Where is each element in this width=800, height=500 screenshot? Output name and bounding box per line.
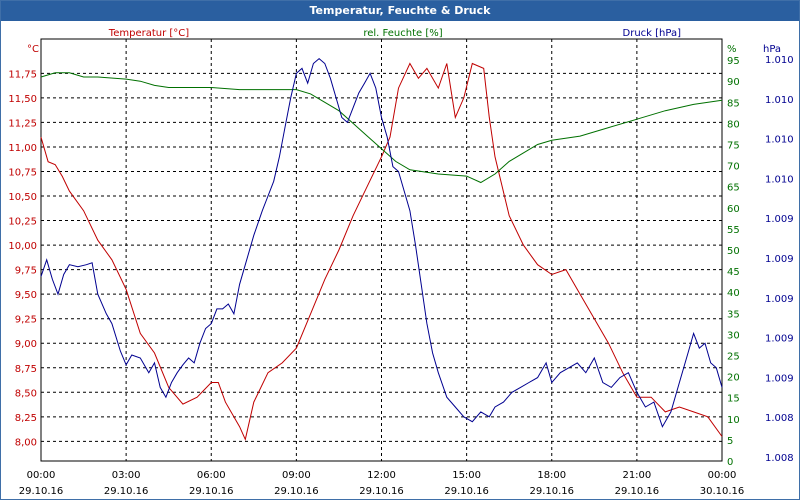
temperature-tick: 8,00 — [15, 437, 37, 448]
x-tick-date: 29.10.16 — [529, 486, 574, 497]
x-tick-time: 00:00 — [708, 470, 737, 481]
x-tick-time: 09:00 — [282, 470, 311, 481]
time-axis: 00:00 29.10.16 03:00 29.10.16 06:00 29.10.16 0… — [19, 470, 745, 497]
temperature-axis: 11,75 11,50 11,25 11,00 10,75 10,50 10,25 10,00… — [8, 44, 39, 448]
x-tick-date: 29.10.16 — [444, 486, 489, 497]
humidity-tick: 25 — [727, 352, 740, 363]
temperature-tick: 8,50 — [15, 388, 37, 399]
pressure-axis: 1.010 1.010 1.010 1.010 1.009 1.009 1.009 1.009… — [763, 44, 794, 464]
humidity-tick: 5 — [727, 436, 733, 447]
pressure-tick: 1.010 — [765, 55, 794, 66]
temperature-tick: 10,75 — [8, 167, 37, 178]
x-tick-date: 29.10.16 — [189, 486, 234, 497]
humidity-tick: 70 — [727, 162, 740, 173]
x-tick-date: 29.10.16 — [104, 486, 149, 497]
humidity-tick: 65 — [727, 183, 740, 194]
humidity-tick: 10 — [727, 415, 740, 426]
x-tick-date: 29.10.16 — [19, 486, 64, 497]
temperature-tick: 10,25 — [8, 217, 37, 228]
pressure-tick: 1.008 — [765, 453, 794, 464]
pressure-tick: 1.009 — [765, 334, 794, 345]
temperature-tick: 9,75 — [15, 266, 37, 277]
humidity-tick: 15 — [727, 394, 740, 405]
humidity-unit: % — [727, 44, 737, 55]
pressure-tick: 1.009 — [765, 254, 794, 265]
humidity-tick: 50 — [727, 246, 740, 257]
x-tick-time: 21:00 — [622, 470, 651, 481]
humidity-tick: 75 — [727, 141, 740, 152]
x-tick-time: 06:00 — [197, 470, 226, 481]
pressure-tick: 1.010 — [765, 95, 794, 106]
temperature-tick: 9,00 — [15, 339, 37, 350]
x-tick-time: 18:00 — [537, 470, 566, 481]
pressure-unit: hPa — [763, 44, 781, 55]
humidity-tick: 60 — [727, 204, 740, 215]
legend-humidity: rel. Feuchte [%] — [363, 28, 442, 39]
x-tick-date: 29.10.16 — [274, 486, 319, 497]
temperature-tick: 11,50 — [8, 94, 37, 105]
x-tick-date: 30.10.16 — [700, 486, 745, 497]
grid-lines — [41, 39, 722, 461]
legend: Temperatur [°C] rel. Feuchte [%] Druck [hP… — [108, 28, 681, 39]
pressure-tick: 1.009 — [765, 214, 794, 225]
legend-pressure: Druck [hPa] — [623, 28, 682, 39]
temperature-tick: 8,75 — [15, 364, 37, 375]
temperature-tick: 9,25 — [15, 315, 37, 326]
legend-temperature: Temperatur [°C] — [108, 28, 189, 39]
humidity-tick: 80 — [727, 119, 740, 130]
temperature-tick: 8,25 — [15, 413, 37, 424]
temperature-tick: 11,75 — [8, 69, 37, 80]
temperature-tick: 10,00 — [8, 241, 37, 252]
temperature-tick: 10,50 — [8, 192, 37, 203]
temperature-unit: °C — [27, 44, 39, 55]
pressure-tick: 1.008 — [765, 413, 794, 424]
humidity-tick: 85 — [727, 98, 740, 109]
humidity-tick: 45 — [727, 267, 740, 278]
x-tick-time: 12:00 — [367, 470, 396, 481]
x-tick-date: 29.10.16 — [615, 486, 660, 497]
x-tick-date: 29.10.16 — [359, 486, 404, 497]
humidity-tick: 35 — [727, 309, 740, 320]
humidity-tick: 30 — [727, 330, 740, 341]
humidity-tick: 40 — [727, 288, 740, 299]
temperature-tick: 9,50 — [15, 290, 37, 301]
humidity-tick: 55 — [727, 225, 740, 236]
humidity-tick: 90 — [727, 77, 740, 88]
pressure-tick: 1.009 — [765, 373, 794, 384]
temperature-tick: 11,25 — [8, 118, 37, 129]
pressure-line — [40, 57, 723, 428]
pressure-tick: 1.010 — [765, 135, 794, 146]
temperature-tick: 11,00 — [8, 143, 37, 154]
x-tick-time: 15:00 — [452, 470, 481, 481]
window-title: Temperatur, Feuchte & Druck — [1, 1, 799, 21]
x-tick-time: 00:00 — [27, 470, 56, 481]
temperature-line — [40, 62, 723, 441]
pressure-tick: 1.010 — [765, 174, 794, 185]
humidity-tick: 0 — [727, 457, 733, 468]
x-tick-time: 03:00 — [112, 470, 141, 481]
humidity-tick: 20 — [727, 373, 740, 384]
humidity-line — [40, 72, 723, 184]
pressure-tick: 1.009 — [765, 294, 794, 305]
data-series — [40, 57, 723, 441]
humidity-tick: 95 — [727, 56, 740, 67]
